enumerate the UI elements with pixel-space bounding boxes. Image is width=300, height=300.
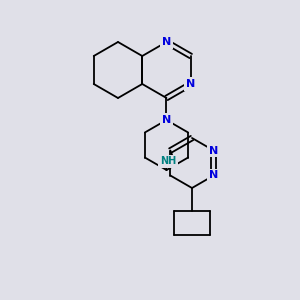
Text: N: N [162, 37, 171, 47]
Text: N: N [209, 146, 218, 155]
Text: N: N [186, 79, 195, 89]
Text: N: N [162, 115, 171, 125]
Text: N: N [209, 170, 218, 181]
Text: NH: NH [160, 156, 176, 166]
